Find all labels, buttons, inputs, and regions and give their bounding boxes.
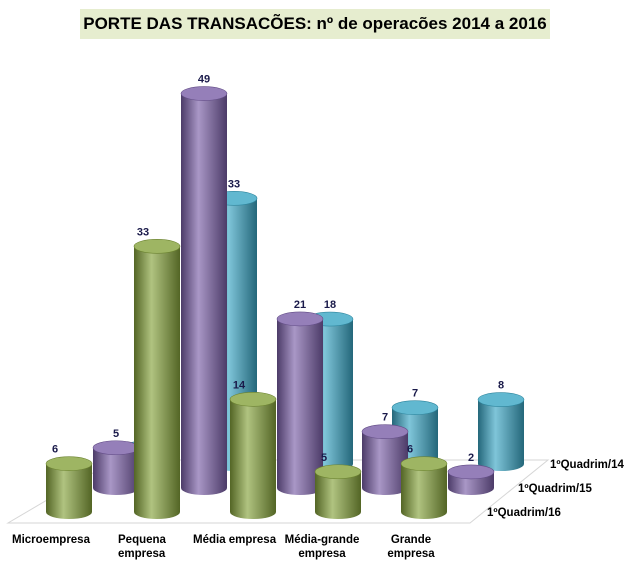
bar-15-4 (447, 464, 495, 495)
data-label-16-4: 6 (407, 444, 413, 456)
category-label-grande-empresa: Grande empresa (387, 534, 435, 560)
data-label-15-2: 21 (294, 299, 306, 311)
bar-15-3 (361, 424, 409, 495)
data-label-15-1: 49 (198, 74, 210, 86)
data-label-16-1: 33 (137, 226, 149, 238)
data-label-15-3: 7 (382, 412, 388, 424)
bar-15-1 (180, 86, 228, 495)
bar-16-1 (133, 239, 181, 519)
data-label-14-1: 33 (228, 178, 240, 190)
series-label-quadrim-14: 1ºQuadrim/14 (550, 459, 624, 471)
data-label-14-3: 7 (412, 388, 418, 400)
series-label-quadrim-15: 1ºQuadrim/15 (518, 483, 592, 495)
data-label-14-2: 18 (324, 299, 336, 311)
bar-15-0 (92, 440, 140, 495)
category-label-media-empresa: Média empresa (193, 534, 277, 546)
chart-title: PORTE DAS TRANSACÕES: nº de operacões 20… (83, 14, 547, 33)
bar-16-0 (45, 456, 93, 519)
bar-16-4 (400, 456, 448, 519)
category-label-media-grande-empresa: Média-grande empresa (284, 534, 360, 560)
data-label-16-3: 5 (321, 452, 327, 464)
data-label-14-4: 8 (498, 380, 504, 392)
bar-16-3 (314, 464, 362, 519)
bar-14-4 (477, 392, 525, 471)
data-label-15-0: 5 (113, 428, 119, 440)
data-label-16-2: 14 (233, 379, 246, 391)
category-label-pequena-empresa: Pequena empresa (118, 534, 166, 560)
data-label-15-4: 2 (468, 452, 474, 464)
bar-16-2 (229, 391, 277, 519)
category-label-microempresa: Microempresa (12, 534, 90, 546)
chart-title-box: PORTE DAS TRANSACÕES: nº de operacões 20… (80, 9, 550, 39)
data-label-16-0: 6 (52, 444, 58, 456)
bar-15-2 (276, 311, 324, 495)
series-label-quadrim-16: 1ºQuadrim/16 (487, 507, 561, 519)
